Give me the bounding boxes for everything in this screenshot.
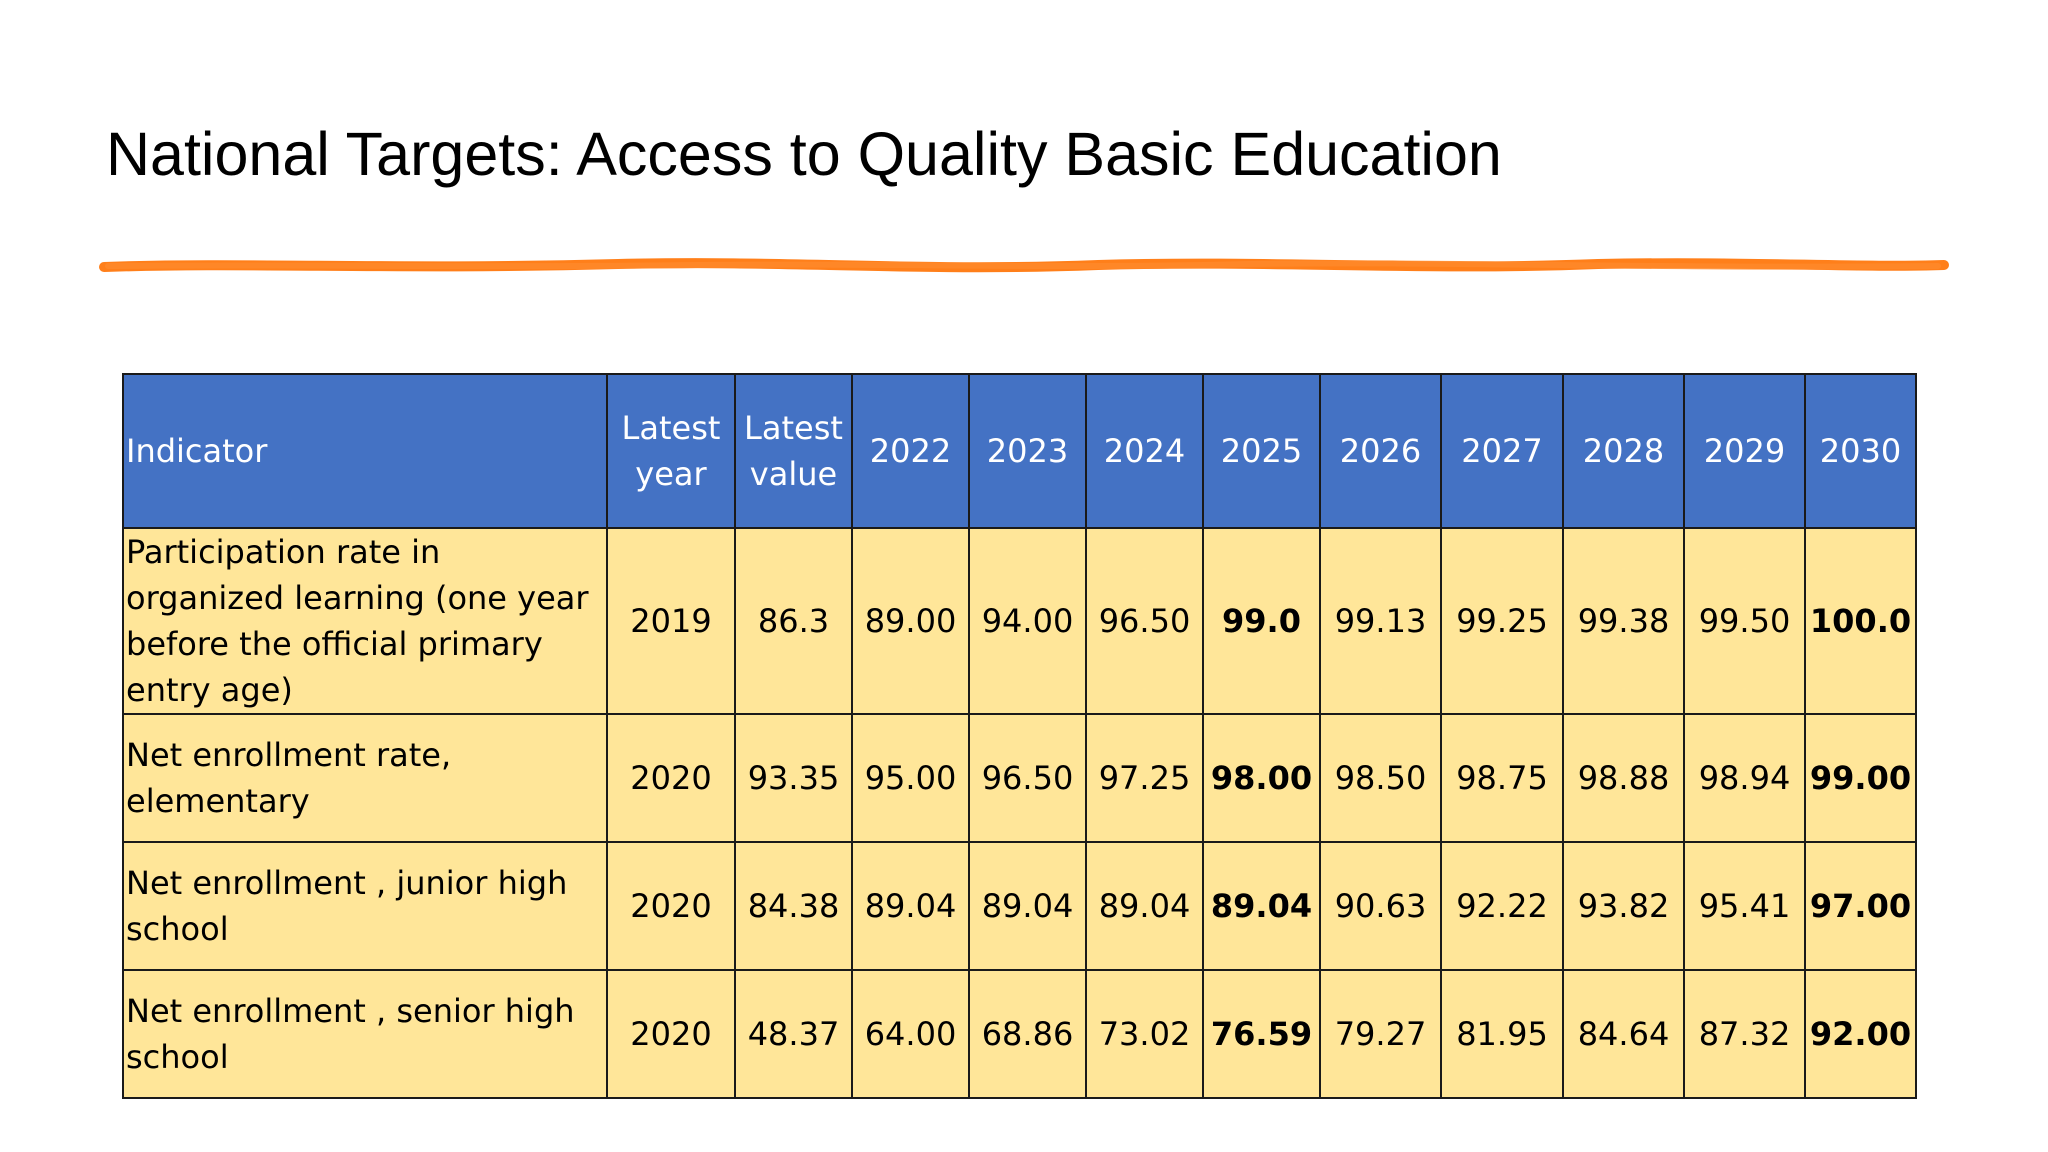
indicator-cell: Net enrollment rate, elementary: [122, 713, 608, 843]
value-2027-cell: 98.75: [1440, 713, 1564, 843]
value-2029-cell: 99.50: [1683, 527, 1806, 715]
value-2026-cell: 99.13: [1319, 527, 1442, 715]
value-2022-cell: 89.04: [851, 841, 970, 971]
value-2030-cell: 99.00: [1804, 713, 1917, 843]
value-2026-cell: 98.50: [1319, 713, 1442, 843]
header-latest-value: Latest value: [734, 373, 853, 529]
header-2024: 2024: [1085, 373, 1204, 529]
value-2025-cell: 98.00: [1202, 713, 1321, 843]
value-2022-cell: 95.00: [851, 713, 970, 843]
latest-value-cell: 48.37: [734, 969, 853, 1099]
header-latest-year-line1: Latest: [621, 409, 721, 447]
value-2029-cell: 98.94: [1683, 713, 1806, 843]
value-2025-cell: 99.0: [1202, 527, 1321, 715]
value-2024-cell: 89.04: [1085, 841, 1204, 971]
value-2028-cell: 84.64: [1562, 969, 1685, 1099]
latest-year-cell: 2020: [606, 969, 736, 1099]
brush-stroke-texture: [105, 260, 1941, 270]
value-2028-cell: 98.88: [1562, 713, 1685, 843]
latest-year-cell: 2020: [606, 713, 736, 843]
value-2027-cell: 81.95: [1440, 969, 1564, 1099]
value-2023-cell: 94.00: [968, 527, 1087, 715]
value-2026-cell: 90.63: [1319, 841, 1442, 971]
latest-value-cell: 86.3: [734, 527, 853, 715]
value-2023-cell: 68.86: [968, 969, 1087, 1099]
value-2028-cell: 93.82: [1562, 841, 1685, 971]
value-2029-cell: 95.41: [1683, 841, 1806, 971]
header-2026: 2026: [1319, 373, 1442, 529]
value-2024-cell: 96.50: [1085, 527, 1204, 715]
value-2029-cell: 87.32: [1683, 969, 1806, 1099]
value-2024-cell: 97.25: [1085, 713, 1204, 843]
latest-value-cell: 93.35: [734, 713, 853, 843]
header-latest-value-line1: Latest: [744, 409, 843, 447]
value-2027-cell: 99.25: [1440, 527, 1564, 715]
header-2029: 2029: [1683, 373, 1806, 529]
value-2025-cell: 89.04: [1202, 841, 1321, 971]
value-2022-cell: 64.00: [851, 969, 970, 1099]
value-2026-cell: 79.27: [1319, 969, 1442, 1099]
header-2025: 2025: [1202, 373, 1321, 529]
table-header-row: Indicator Latest year Latest value 2022 20…: [122, 373, 1917, 529]
header-latest-year-line2: year: [635, 455, 707, 493]
header-2030: 2030: [1804, 373, 1917, 529]
value-2025-cell: 76.59: [1202, 969, 1321, 1099]
value-2028-cell: 99.38: [1562, 527, 1685, 715]
value-2027-cell: 92.22: [1440, 841, 1564, 971]
latest-year-cell: 2019: [606, 527, 736, 715]
latest-year-cell: 2020: [606, 841, 736, 971]
latest-value-cell: 84.38: [734, 841, 853, 971]
value-2022-cell: 89.00: [851, 527, 970, 715]
value-2030-cell: 92.00: [1804, 969, 1917, 1099]
indicator-cell: Participation rate in organized learning…: [122, 527, 608, 715]
indicator-cell: Net enrollment , junior high school: [122, 841, 608, 971]
slide-title: National Targets: Access to Quality Basi…: [106, 120, 1502, 188]
header-2022: 2022: [851, 373, 970, 529]
table-row: Net enrollment , junior high school 2020…: [122, 841, 1917, 971]
header-indicator: Indicator: [122, 373, 608, 529]
value-2030-cell: 97.00: [1804, 841, 1917, 971]
indicator-cell: Net enrollment , senior high school: [122, 969, 608, 1099]
table-row: Participation rate in organized learning…: [122, 527, 1917, 715]
value-2024-cell: 73.02: [1085, 969, 1204, 1099]
header-2028: 2028: [1562, 373, 1685, 529]
header-2027: 2027: [1440, 373, 1564, 529]
value-2023-cell: 96.50: [968, 713, 1087, 843]
value-2030-cell: 100.0: [1804, 527, 1917, 715]
education-targets-table: Indicator Latest year Latest value 2022 20…: [122, 373, 1917, 1099]
table-row: Net enrollment , senior high school 2020…: [122, 969, 1917, 1099]
orange-brush-divider: [99, 258, 1949, 273]
header-latest-year: Latest year: [606, 373, 736, 529]
table-row: Net enrollment rate, elementary 2020 93.…: [122, 713, 1917, 843]
value-2023-cell: 89.04: [968, 841, 1087, 971]
header-latest-value-line2: value: [749, 455, 838, 493]
header-2023: 2023: [968, 373, 1087, 529]
